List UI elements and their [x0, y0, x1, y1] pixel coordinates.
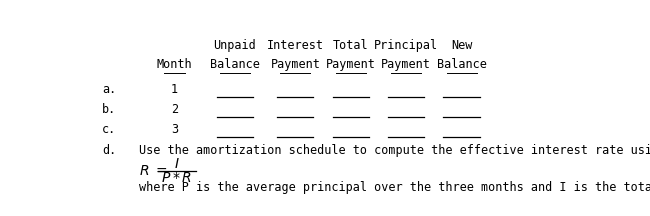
Text: $\mathit{I}$: $\mathit{I}$	[174, 157, 180, 171]
Text: New: New	[451, 39, 473, 52]
Text: Balance: Balance	[210, 58, 260, 71]
Text: Payment: Payment	[270, 58, 320, 71]
Text: 1: 1	[171, 83, 178, 96]
Text: c.: c.	[102, 122, 116, 135]
Text: Interest: Interest	[267, 39, 324, 52]
Text: $\mathit{R}\ =$: $\mathit{R}\ =$	[139, 164, 168, 178]
Text: d.: d.	[102, 144, 116, 157]
Text: Month: Month	[157, 58, 192, 71]
Text: Payment: Payment	[326, 58, 376, 71]
Text: $\mathit{P * R}$: $\mathit{P * R}$	[161, 171, 192, 185]
Text: Principal: Principal	[374, 39, 438, 52]
Text: 3: 3	[171, 122, 178, 135]
Text: b.: b.	[102, 103, 116, 116]
Text: a.: a.	[102, 83, 116, 96]
Text: 2: 2	[171, 103, 178, 116]
Text: where P is the average principal over the three months and I is the total intere: where P is the average principal over th…	[139, 181, 650, 194]
Text: Unpaid: Unpaid	[213, 39, 256, 52]
Text: Use the amortization schedule to compute the effective interest rate using: Use the amortization schedule to compute…	[139, 144, 650, 157]
Text: Payment: Payment	[382, 58, 431, 71]
Text: Total: Total	[333, 39, 369, 52]
Text: Balance: Balance	[437, 58, 486, 71]
